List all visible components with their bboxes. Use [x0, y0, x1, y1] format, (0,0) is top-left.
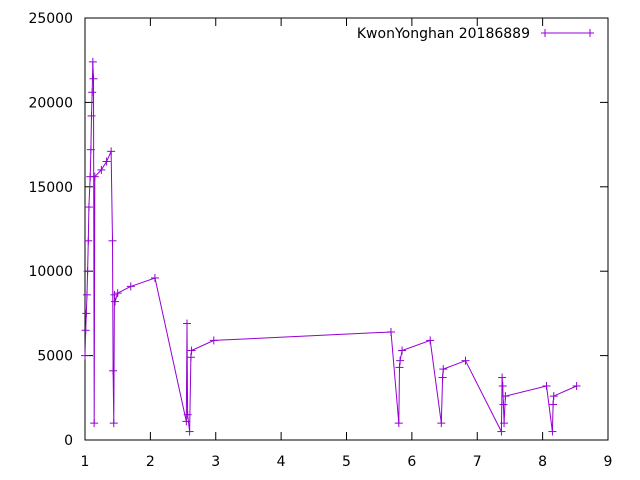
y-tick-label: 0 [64, 433, 73, 449]
data-point [548, 427, 557, 436]
data-point [88, 57, 97, 66]
x-tick-label: 7 [473, 454, 482, 470]
data-point [150, 273, 159, 282]
x-tick-label: 6 [407, 454, 416, 470]
data-point [110, 290, 119, 299]
legend-marker [541, 29, 549, 37]
data-point [438, 373, 447, 382]
data-point [398, 346, 407, 355]
data-point [111, 297, 120, 306]
data-point [497, 427, 506, 436]
data-point [549, 392, 558, 401]
data-point [439, 365, 448, 374]
data-point [97, 165, 106, 174]
data-point [394, 419, 403, 428]
data-point [109, 366, 118, 375]
legend-marker [586, 29, 594, 37]
plot-frame [84, 17, 609, 441]
data-point [126, 282, 135, 291]
x-tick-label: 1 [81, 454, 90, 470]
data-point [86, 145, 95, 154]
data-point [500, 419, 509, 428]
data-point [81, 351, 89, 360]
x-tick-label: 9 [604, 454, 613, 470]
data-point [461, 356, 470, 365]
data-point [81, 326, 90, 335]
data-point [396, 356, 405, 365]
x-tick-label: 2 [146, 454, 155, 470]
data-point [84, 203, 93, 212]
data-point [426, 336, 435, 345]
data-point [82, 309, 91, 318]
y-tick-label: 10000 [28, 264, 73, 280]
data-point [108, 236, 117, 245]
data-point [499, 400, 508, 409]
data-point [187, 346, 196, 355]
data-point [542, 381, 551, 390]
data-point [83, 267, 92, 276]
data-point [113, 289, 122, 298]
data-point [549, 400, 558, 409]
data-point [88, 88, 97, 97]
data-point [395, 363, 404, 372]
x-tick-label: 8 [538, 454, 547, 470]
x-tick-label: 4 [277, 454, 286, 470]
data-point [90, 419, 99, 428]
data-point [386, 327, 395, 336]
data-point [572, 381, 581, 390]
data-point [87, 111, 96, 120]
data-point [107, 147, 116, 156]
data-point [183, 410, 192, 419]
y-tick-label: 5000 [37, 349, 73, 365]
data-point [498, 381, 507, 390]
data-point [90, 172, 99, 181]
legend: KwonYonghan 20186889 [357, 26, 594, 42]
series-line [84, 61, 577, 432]
data-point [186, 353, 195, 362]
series-layer [81, 57, 581, 436]
y-tick-label: 15000 [28, 180, 73, 196]
data-point [185, 427, 194, 436]
y-tick-label: 25000 [28, 11, 73, 27]
data-point [102, 157, 111, 166]
data-point [84, 236, 93, 245]
axis-ticks: 1 2 3 4 5 6 7 8 9 0 5000 10000 15000 20000 25000 [28, 11, 612, 470]
data-point [209, 336, 218, 345]
x-tick-label: 5 [342, 454, 351, 470]
x-tick-label: 3 [211, 454, 220, 470]
data-point [89, 74, 98, 83]
data-point [82, 290, 91, 299]
y-tick-label: 20000 [28, 95, 73, 111]
data-point [501, 392, 510, 401]
data-point [182, 319, 191, 328]
data-point [109, 419, 118, 428]
data-point [498, 373, 507, 382]
data-point [182, 417, 191, 426]
legend-label: KwonYonghan 20186889 [357, 26, 530, 42]
data-point [437, 419, 446, 428]
